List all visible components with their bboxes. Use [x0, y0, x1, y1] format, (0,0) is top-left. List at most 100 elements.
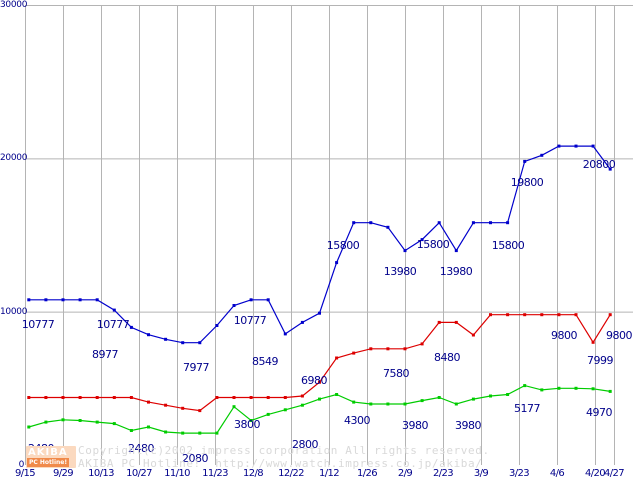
data-value-label: 5177: [514, 402, 541, 415]
data-value-label: 15800: [491, 239, 525, 252]
x-axis-tick-label: 4/6: [549, 468, 565, 479]
data-point-green: [454, 402, 458, 406]
data-point-red: [489, 313, 492, 317]
data-point-green: [215, 431, 219, 435]
data-point-blue: [215, 324, 219, 327]
data-point-green: [557, 386, 561, 390]
data-point-blue: [164, 337, 168, 341]
data-value-label: 8480: [434, 351, 461, 364]
data-point-red: [283, 396, 287, 399]
data-point-green: [232, 405, 236, 409]
x-axis-tick-label: 12/8: [242, 468, 264, 479]
data-point-blue: [27, 298, 31, 302]
data-point-blue: [523, 159, 527, 163]
copyright-watermark: Copyright(c)2002 impress corporation All…: [78, 444, 490, 470]
x-axis-tick-label: 3/9: [473, 468, 489, 479]
x-axis-tick-label: 10/13: [88, 468, 114, 479]
x-axis-tick-label: 1/12: [318, 468, 340, 479]
data-point-red: [540, 313, 544, 317]
data-value-label: 2080: [182, 452, 209, 465]
series-lines: [27, 144, 612, 435]
data-point-green: [386, 402, 390, 406]
data-point-green: [437, 396, 441, 399]
x-axis-tick-label: 4/27: [603, 468, 625, 479]
data-value-label: 10777: [21, 318, 55, 331]
data-point-blue: [454, 249, 458, 253]
data-point-blue: [420, 238, 424, 242]
x-axis-tick-label: 10/27: [126, 468, 152, 479]
data-point-red: [61, 396, 65, 399]
data-value-label: 8977: [92, 348, 119, 361]
data-point-red: [369, 347, 373, 351]
data-point-green: [147, 425, 150, 429]
data-point-blue: [574, 144, 578, 148]
data-point-red: [95, 396, 99, 399]
akiba-logo-title: AKIBA: [28, 447, 68, 458]
akiba-logo-subtitle: PC Hotline!: [27, 458, 70, 467]
data-value-label: 10777: [96, 318, 130, 331]
data-value-label: 7977: [183, 361, 210, 374]
data-point-blue: [540, 153, 544, 157]
data-point-green: [335, 393, 339, 396]
chart-svg: [25, 5, 633, 465]
data-point-green: [471, 397, 475, 401]
data-point-blue: [386, 225, 390, 229]
data-point-blue: [95, 298, 99, 302]
data-value-label: 7999: [587, 354, 614, 367]
data-point-green: [352, 400, 356, 404]
x-axis-tick-label: 11/10: [164, 468, 190, 479]
data-point-red: [386, 347, 390, 351]
data-point-blue: [489, 221, 492, 225]
data-point-red: [164, 403, 168, 407]
data-point-blue: [557, 144, 561, 148]
data-point-red: [300, 394, 304, 398]
data-point-blue: [352, 221, 356, 225]
data-point-green: [61, 418, 65, 422]
data-value-label: 2480: [128, 442, 155, 455]
data-point-green: [489, 394, 492, 398]
data-value-label: 19800: [510, 176, 544, 189]
data-value-label: 8549: [252, 355, 279, 368]
data-point-blue: [249, 298, 253, 302]
data-point-red: [454, 320, 458, 324]
data-point-red: [403, 347, 407, 351]
akiba-logo: AKIBA PC Hotline!: [26, 446, 76, 468]
data-point-red: [608, 313, 612, 317]
data-value-label: 13980: [439, 265, 473, 278]
data-point-red: [471, 333, 475, 337]
data-point-blue: [181, 341, 185, 345]
data-value-label: 10777: [233, 314, 267, 327]
data-point-green: [506, 393, 510, 396]
data-point-blue: [78, 298, 82, 302]
data-point-red: [27, 396, 31, 399]
x-axis-tick-label: 3/23: [508, 468, 530, 479]
x-axis-tick-label: 4/20: [584, 468, 606, 479]
data-point-blue: [506, 221, 510, 225]
data-value-label: 3800: [234, 418, 261, 431]
data-point-green: [129, 429, 133, 432]
data-point-red: [506, 313, 510, 317]
y-axis-tick-label: 30000: [0, 0, 28, 10]
data-point-red: [181, 406, 185, 410]
data-point-green: [266, 412, 270, 416]
data-point-blue: [300, 320, 304, 324]
data-point-blue: [147, 333, 150, 337]
watermark-line-2: AKIBA PC Hotline! http://www.watch.impre…: [78, 457, 483, 470]
data-point-blue: [112, 308, 116, 312]
data-point-green: [523, 384, 527, 388]
data-point-blue: [369, 221, 373, 225]
data-point-blue: [129, 325, 133, 329]
data-point-green: [198, 431, 202, 435]
data-value-label: 13980: [383, 265, 417, 278]
x-axis-tick-label: 9/15: [14, 468, 36, 479]
data-point-red: [112, 396, 116, 399]
data-point-red: [591, 340, 595, 344]
data-point-red: [266, 396, 270, 399]
data-point-green: [27, 425, 31, 429]
data-value-label: 6980: [301, 374, 328, 387]
data-point-red: [215, 396, 219, 399]
data-point-blue: [437, 221, 441, 225]
data-point-blue: [471, 221, 475, 225]
data-value-label: 3980: [455, 419, 482, 432]
